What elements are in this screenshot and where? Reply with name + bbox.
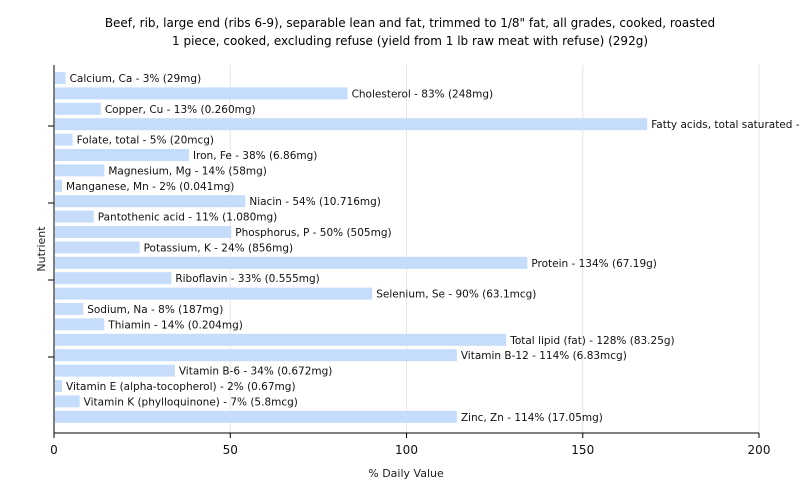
x-tick-label-0: 0	[50, 443, 58, 457]
bar-18	[55, 349, 457, 362]
bar-2	[55, 102, 101, 115]
x-tick-labels: 0 50 100 150 200	[50, 443, 770, 457]
bar-label-20: Vitamin E (alpha-tocopherol) - 2% (0.67m…	[66, 381, 295, 393]
bar-8	[55, 195, 246, 208]
y-axis-label: Nutrient	[35, 226, 48, 272]
bar-13	[55, 272, 172, 285]
chart-title-line2: 1 piece, cooked, excluding refuse (yield…	[172, 34, 648, 48]
x-tick-label-100: 100	[395, 443, 418, 457]
bar-1	[55, 87, 348, 100]
bar-17	[55, 333, 507, 346]
x-tick-label-50: 50	[223, 443, 238, 457]
bar-label-2: Copper, Cu - 13% (0.260mg)	[105, 104, 256, 116]
bar-label-4: Folate, total - 5% (20mcg)	[77, 135, 214, 147]
bar-22	[55, 410, 457, 423]
bar-21	[55, 395, 80, 408]
bar-label-6: Magnesium, Mg - 14% (58mg)	[108, 165, 267, 177]
axes	[48, 65, 760, 438]
bar-labels: Calcium, Ca - 3% (29mg) Cholesterol - 83%…	[66, 73, 800, 424]
bar-7	[55, 179, 63, 192]
bar-label-11: Potassium, K - 24% (856mg)	[144, 242, 294, 254]
bar-14	[55, 287, 373, 300]
bar-label-0: Calcium, Ca - 3% (29mg)	[70, 73, 202, 85]
bar-9	[55, 210, 94, 223]
bar-10	[55, 226, 232, 238]
bar-label-3: Fatty acids, total saturated - 168% (33.…	[651, 119, 800, 131]
bar-label-14: Selenium, Se - 90% (63.1mcg)	[376, 289, 536, 301]
bar-label-10: Phosphorus, P - 50% (505mg)	[235, 227, 391, 239]
bar-label-8: Niacin - 54% (10.716mg)	[249, 196, 381, 208]
bar-label-9: Pantothenic acid - 11% (1.080mg)	[98, 212, 277, 224]
bars	[55, 72, 648, 423]
bar-label-17: Total lipid (fat) - 128% (83.25g)	[509, 335, 674, 347]
bar-label-18: Vitamin B-12 - 114% (6.83mcg)	[461, 350, 627, 362]
bar-15	[55, 303, 84, 315]
x-tick-label-150: 150	[571, 443, 594, 457]
chart-title-line1: Beef, rib, large end (ribs 6-9), separab…	[105, 16, 715, 30]
bar-16	[55, 318, 105, 331]
bar-11	[55, 241, 140, 254]
bar-label-15: Sodium, Na - 8% (187mg)	[87, 304, 223, 316]
bar-0	[55, 72, 66, 84]
bar-12	[55, 256, 528, 269]
x-axis-label: % Daily Value	[368, 467, 444, 480]
bar-label-13: Riboflavin - 33% (0.555mg)	[175, 273, 319, 285]
bar-6	[55, 164, 105, 177]
bar-5	[55, 149, 189, 161]
bar-4	[55, 133, 73, 146]
bar-label-5: Iron, Fe - 38% (6.86mg)	[193, 150, 317, 162]
bar-label-1: Cholesterol - 83% (248mg)	[352, 88, 494, 100]
bar-label-22: Zinc, Zn - 114% (17.05mg)	[461, 412, 603, 424]
bar-label-12: Protein - 134% (67.19g)	[531, 258, 657, 270]
bar-19	[55, 364, 175, 377]
x-tick-label-200: 200	[748, 443, 771, 457]
bar-label-19: Vitamin B-6 - 34% (0.672mg)	[179, 366, 333, 378]
bar-label-7: Manganese, Mn - 2% (0.041mg)	[66, 181, 234, 193]
bar-3	[55, 118, 648, 131]
bar-label-16: Thiamin - 14% (0.204mg)	[107, 319, 243, 331]
bar-20	[55, 380, 63, 392]
bar-label-21: Vitamin K (phylloquinone) - 7% (5.8mcg)	[84, 396, 298, 408]
